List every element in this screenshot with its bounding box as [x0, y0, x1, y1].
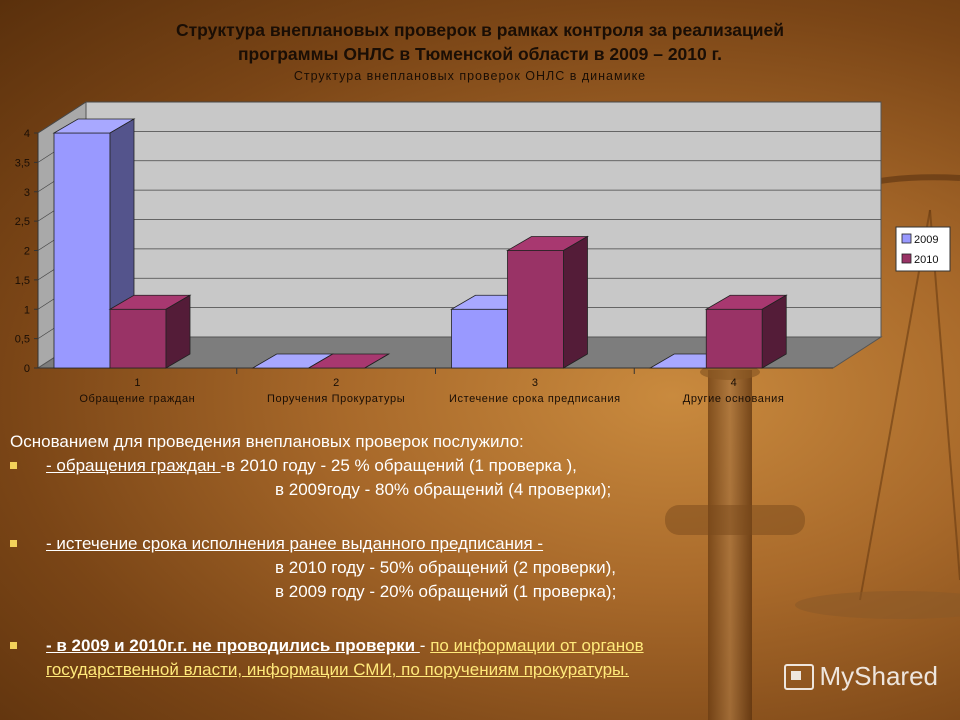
y-tick-label: 4 — [24, 128, 30, 140]
body-text: Основанием для проведения внеплановых пр… — [10, 430, 910, 682]
y-tick-label: 1,5 — [15, 275, 30, 287]
spacer — [10, 502, 910, 532]
y-tick-label: 0,5 — [15, 334, 30, 346]
bullet-3-line-2: государственной власти, информации СМИ, … — [10, 658, 910, 682]
category-label: Поручения Прокуратуры — [267, 393, 405, 405]
logo: MyShared — [783, 661, 939, 692]
y-tick-label: 2 — [24, 246, 30, 258]
y-tick-label: 0 — [24, 363, 30, 375]
bullet-1-link[interactable]: - обращения граждан — [46, 456, 221, 475]
x-tick-label: 2 — [333, 377, 339, 389]
bar-2010-4 — [705, 308, 763, 369]
bullet-2-line-2: в 2010 году - 50% обращений (2 проверки)… — [275, 558, 616, 577]
bar-2009-3 — [451, 308, 508, 369]
bar-2010-1 — [109, 308, 167, 369]
chart-title: Структура внеплановых проверок ОНЛС в ди… — [294, 69, 646, 83]
title-line-1: Структура внеплановых проверок в рамках … — [175, 20, 785, 40]
bullet-2-link[interactable]: - истечение срока исполнения ранее выдан… — [46, 534, 544, 553]
bar-2010-3 — [507, 250, 564, 369]
logo-text: MyShared — [819, 661, 939, 691]
legend-label-2009: 2009 — [914, 234, 938, 246]
gridline-side — [37, 101, 87, 134]
bullet-square-icon — [10, 462, 17, 469]
bar-side-2010-2 — [364, 353, 389, 369]
bar-side-2010-4 — [761, 294, 787, 369]
bullet-1-line-2: в 2009году - 80% обращений (4 проверки); — [275, 480, 612, 499]
category-label: Обращение граждан — [79, 393, 195, 405]
presentation-icon — [783, 663, 814, 690]
y-tick-label: 3,5 — [15, 157, 30, 169]
bar-chart: Структура внеплановых проверок ОНЛС в ди… — [15, 69, 951, 405]
spacer — [10, 604, 910, 634]
y-tick-label: 2,5 — [15, 216, 30, 228]
bullet-square-icon — [10, 642, 17, 649]
bullet-2-line-3: в 2009 году - 20% обращений (1 проверка)… — [275, 582, 617, 601]
legend-label-2010: 2010 — [914, 254, 938, 266]
slide-title: Структура внеплановых проверок в рамках … — [60, 18, 900, 66]
bullet-1: - обращения граждан -в 2010 году - 25 % … — [10, 454, 910, 478]
bullet-1-rest: -в 2010 году - 25 % обращений (1 проверк… — [220, 456, 577, 475]
bullet-3-dash: - — [419, 636, 431, 655]
legend-swatch-2009 — [901, 233, 912, 244]
y-tick-label: 1 — [24, 304, 30, 316]
bar-side-2010-1 — [165, 294, 191, 369]
x-tick-label: 3 — [532, 377, 538, 389]
bar-side-2010-3 — [563, 235, 588, 369]
bullet-3-gold-2[interactable]: государственной власти, информации СМИ, … — [46, 660, 629, 679]
bullet-3-gold-1[interactable]: по информации от органов — [430, 636, 644, 655]
bullet-3: - в 2009 и 2010г.г. не проводились прове… — [10, 634, 910, 658]
body-heading: Основанием для проведения внеплановых пр… — [10, 432, 524, 451]
bar-2009-1 — [53, 132, 111, 369]
legend-box — [895, 226, 951, 272]
bullet-3-bold: - в 2009 и 2010г.г. не проводились прове… — [46, 636, 420, 655]
bullet-square-icon — [10, 540, 17, 547]
category-label: Другие основания — [683, 393, 785, 405]
bullet-2: - истечение срока исполнения ранее выдан… — [10, 532, 910, 556]
title-line-2: программы ОНЛС в Тюменской области в 200… — [237, 44, 723, 64]
x-tick-label: 1 — [134, 377, 140, 389]
x-tick-label: 4 — [731, 377, 737, 389]
category-label: Истечение срока предписания — [449, 393, 621, 405]
legend-swatch-2010 — [901, 253, 912, 264]
y-tick-label: 3 — [24, 187, 30, 199]
